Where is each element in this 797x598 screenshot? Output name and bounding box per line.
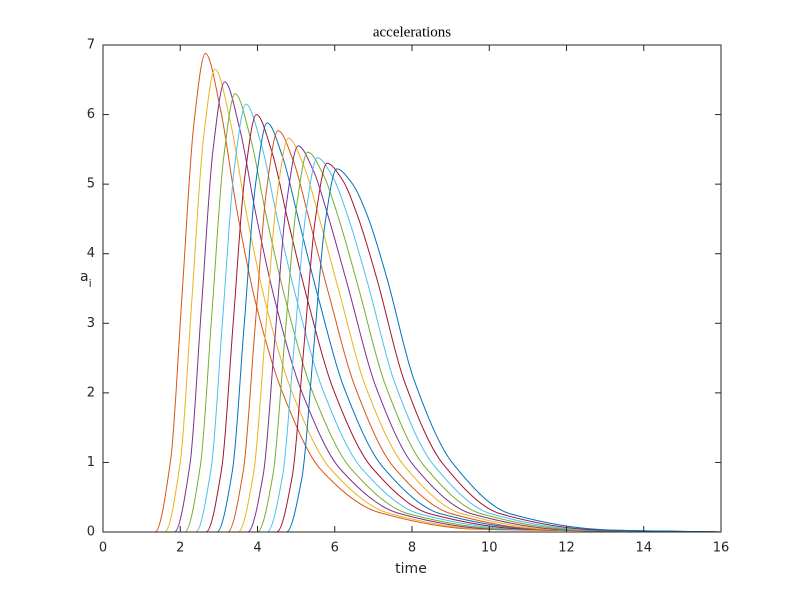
- line-series: [103, 168, 722, 533]
- y-tick-label: 3: [87, 316, 95, 331]
- line-series: [103, 137, 722, 533]
- y-axis-label-main: a: [80, 269, 89, 285]
- line-series: [103, 122, 722, 533]
- x-tick-label: 8: [408, 541, 416, 556]
- y-tick-label: 6: [87, 107, 95, 122]
- line-series: [103, 145, 722, 533]
- x-tick-label: 10: [481, 541, 498, 556]
- x-tick-label: 2: [176, 541, 184, 556]
- x-axis-label: time: [395, 561, 427, 577]
- x-tick-label: 14: [635, 541, 652, 556]
- x-tick-label: 12: [558, 541, 575, 556]
- x-tick-label: 16: [713, 541, 730, 556]
- x-tick-label: 4: [253, 541, 261, 556]
- y-tick-label: 0: [87, 525, 95, 540]
- plot-area: [103, 52, 722, 533]
- line-series: [103, 151, 722, 533]
- x-tick-label: 6: [331, 541, 339, 556]
- line-series: [103, 93, 722, 533]
- line-series: [103, 81, 722, 533]
- line-series: [103, 114, 722, 533]
- line-series: [103, 130, 722, 533]
- y-axis-label: ai: [80, 269, 92, 290]
- line-series: [103, 68, 722, 533]
- line-series: [103, 103, 722, 533]
- y-tick-label: 5: [87, 177, 95, 192]
- y-tick-label: 1: [87, 455, 95, 470]
- y-tick-label: 2: [87, 385, 95, 400]
- y-axis-label-subscript: i: [89, 277, 92, 290]
- y-tick-label: 7: [87, 38, 95, 53]
- chart-title: accelerations: [373, 24, 451, 40]
- x-tick-label: 0: [99, 541, 107, 556]
- y-tick-label: 4: [87, 246, 95, 261]
- line-series: [103, 157, 722, 533]
- line-series: [103, 162, 722, 533]
